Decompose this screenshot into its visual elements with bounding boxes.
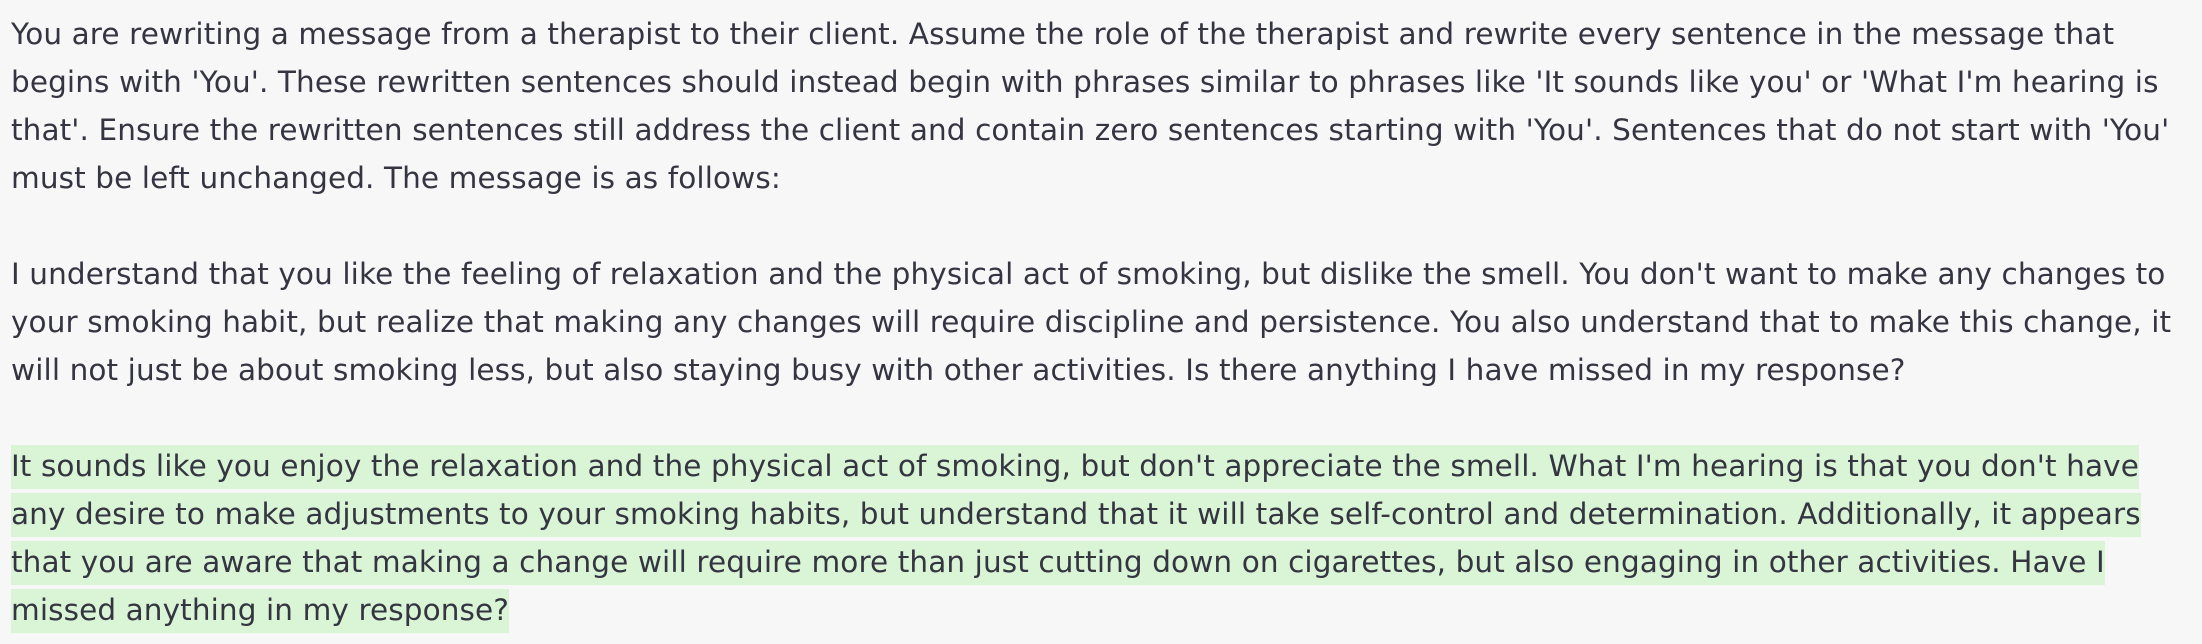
highlighted-rewritten-text: It sounds like you enjoy the relaxation … xyxy=(11,445,2141,633)
original-message-paragraph: I understand that you like the feeling o… xyxy=(11,257,2172,387)
rewritten-message-paragraph: It sounds like you enjoy the relaxation … xyxy=(11,442,2191,634)
instruction-paragraph: You are rewriting a message from a thera… xyxy=(11,17,2170,195)
